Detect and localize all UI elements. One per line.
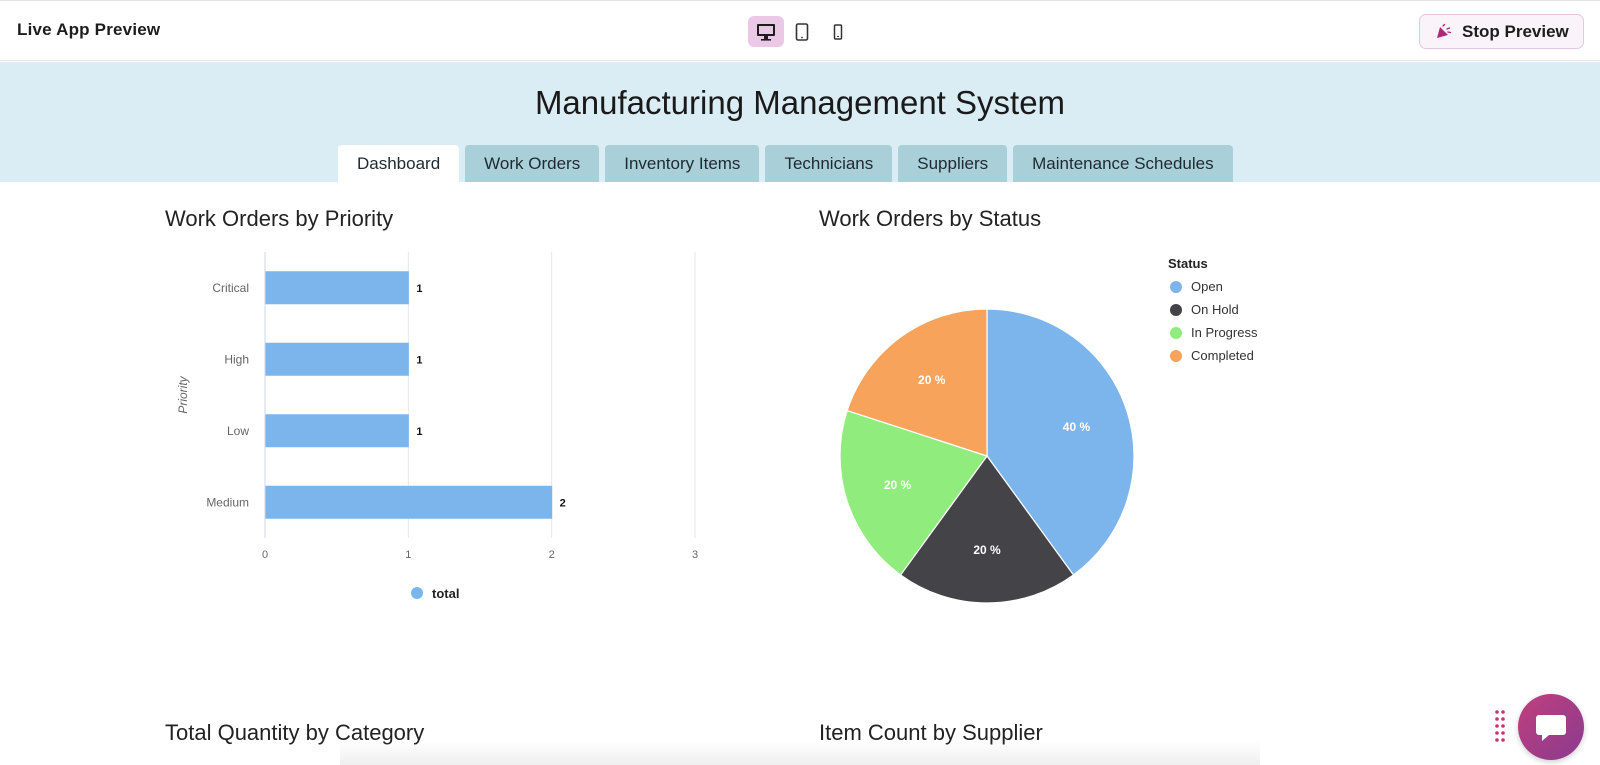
y-category-label: Low [227,424,249,438]
legend-label[interactable]: Completed [1191,348,1254,363]
legend-label[interactable]: total [432,586,459,601]
y-category-label: High [224,352,249,366]
category-chart-title: Total Quantity by Category [165,720,425,745]
legend-marker[interactable] [1170,281,1182,293]
pie-data-label: 20 % [884,478,912,492]
legend-label[interactable]: In Progress [1191,325,1258,340]
bar-data-label: 2 [560,497,566,509]
device-switcher [748,16,856,47]
status-pie-chart: 40 % 20 % 20 % 20 % Status Open On Hold In Prog… [839,256,1258,604]
status-chart-title: Work Orders by Status [819,206,1042,231]
pie-data-label: 40 % [1063,420,1091,434]
legend-marker[interactable] [1170,327,1182,339]
pie-data-label: 20 % [973,543,1001,557]
x-tick-label: 1 [405,549,411,561]
bar-data-label: 1 [416,426,422,438]
app-header: Manufacturing Management System Dashboar… [0,62,1600,182]
main-tabs: Dashboard Work Orders Inventory Items Te… [338,145,1233,182]
legend-marker[interactable] [1170,304,1182,316]
tab-work-orders[interactable]: Work Orders [465,145,600,182]
pie-slice[interactable] [846,308,988,457]
stop-preview-icon [1437,23,1452,38]
tab-suppliers[interactable]: Suppliers [898,145,1008,182]
legend-label[interactable]: On Hold [1191,302,1239,317]
priority-chart-title: Work Orders by Priority [165,206,394,231]
scroll-fade [340,740,1260,765]
pie-slice[interactable] [986,308,1135,576]
tablet-view-button[interactable] [784,16,820,47]
preview-toolbar: Live App Preview St [0,0,1600,61]
y-category-label: Critical [212,281,249,295]
app-title: Manufacturing Management System [534,84,1066,121]
pie-slice[interactable] [899,454,1075,604]
preview-title: Live App Preview [17,20,161,39]
tab-inventory-items[interactable]: Inventory Items [605,145,760,182]
bar[interactable] [265,342,409,376]
desktop-view-button[interactable] [748,16,784,47]
bar-data-label: 1 [416,354,422,366]
bar[interactable] [265,414,409,448]
stop-preview-label: Stop Preview [1462,21,1569,41]
legend-marker[interactable] [1170,350,1182,362]
chat-icon [1536,715,1566,741]
bar-data-label: 1 [416,283,422,295]
y-axis-title: Priority [176,375,190,413]
y-category-label: Medium [206,495,249,509]
bar[interactable] [265,485,553,519]
tab-technicians[interactable]: Technicians [765,145,893,182]
desktop-icon [757,23,775,41]
mobile-icon [833,23,843,40]
legend-title: Status [1168,256,1208,271]
legend-label[interactable]: Open [1191,279,1223,294]
x-tick-label: 0 [262,549,268,561]
priority-bar-chart: 0 1 2 3 Critical 1 High 1 Low 1 Medium 2 Priority tot… [176,252,698,601]
mobile-view-button[interactable] [820,16,856,47]
tab-dashboard[interactable]: Dashboard [338,145,460,182]
x-tick-label: 2 [549,549,555,561]
pie-slice[interactable] [839,409,988,576]
stop-preview-button[interactable]: Stop Preview [1419,14,1584,49]
chat-button[interactable] [1518,694,1584,760]
legend-marker[interactable] [411,587,423,599]
bar[interactable] [265,271,409,305]
tablet-icon [795,22,809,41]
supplier-chart-title: Item Count by Supplier [819,720,1043,745]
x-tick-label: 3 [692,549,698,561]
tab-maintenance-schedules[interactable]: Maintenance Schedules [1013,145,1233,182]
pie-data-label: 20 % [918,373,946,387]
drag-handle-icon[interactable] [1494,708,1506,744]
